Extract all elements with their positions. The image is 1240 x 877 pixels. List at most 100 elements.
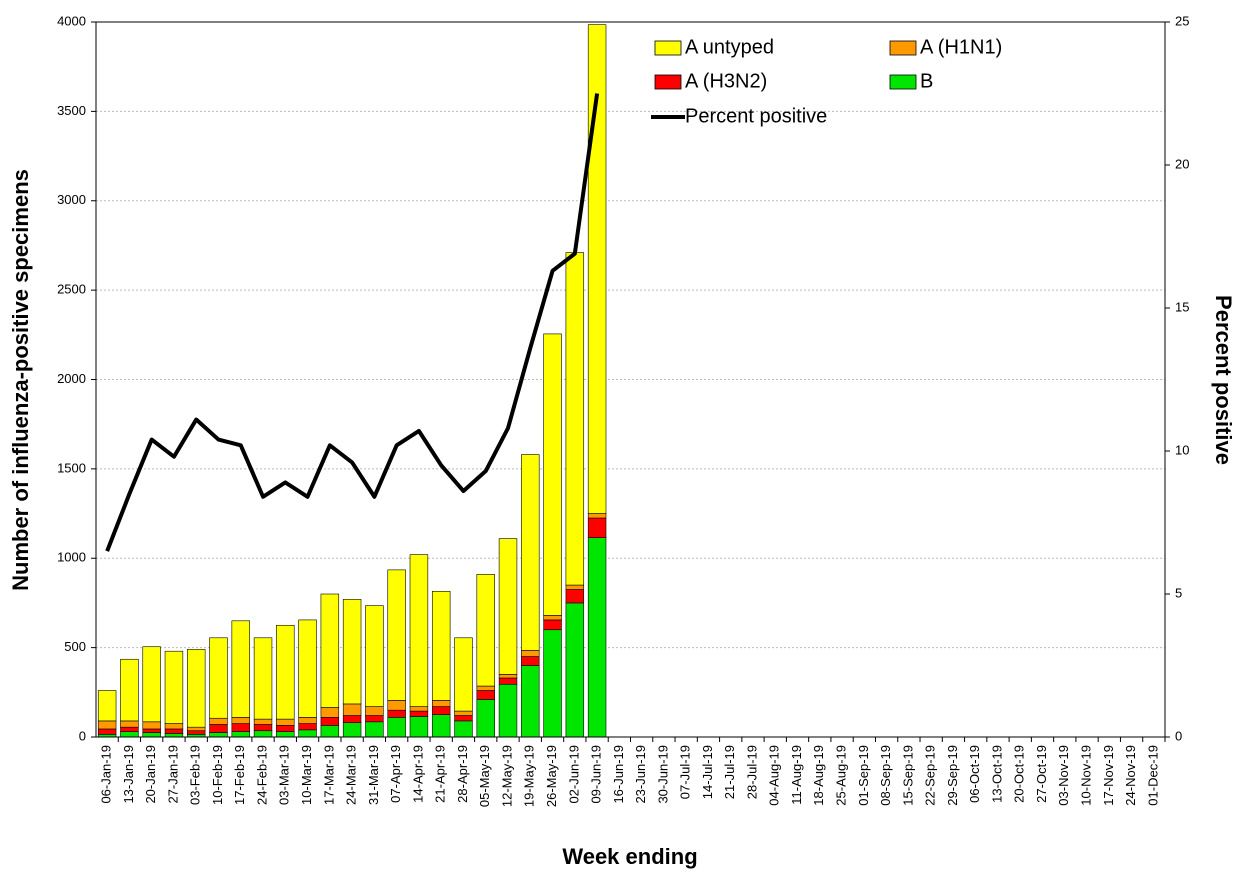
x-tick-label: 02-Jun-19 bbox=[566, 745, 581, 804]
x-tick-label: 25-Aug-19 bbox=[834, 745, 849, 806]
bar bbox=[498, 677, 518, 685]
bar bbox=[587, 517, 607, 538]
bar bbox=[409, 716, 429, 738]
x-tick-label: 14-Apr-19 bbox=[410, 745, 425, 803]
bar bbox=[320, 717, 340, 726]
bar bbox=[476, 685, 495, 691]
bar bbox=[565, 589, 585, 604]
bar bbox=[142, 732, 161, 738]
x-tick-label: 22-Sep-19 bbox=[923, 745, 938, 806]
x-tick-label: 24-Mar-19 bbox=[344, 745, 359, 805]
x-tick-label: 06-Jan-19 bbox=[99, 745, 114, 804]
bar bbox=[142, 721, 161, 730]
bar bbox=[409, 554, 429, 707]
bar bbox=[231, 717, 250, 724]
legend-label: Percent positive bbox=[685, 105, 827, 127]
bar bbox=[476, 690, 495, 700]
bar bbox=[409, 706, 429, 712]
x-tick-label: 27-Jan-19 bbox=[165, 745, 180, 804]
y2-tick-label: 20 bbox=[1175, 156, 1189, 171]
bar bbox=[231, 723, 250, 732]
y-tick-label: 500 bbox=[64, 639, 86, 654]
x-tick-label: 16-Jun-19 bbox=[611, 745, 626, 804]
bar bbox=[498, 683, 518, 738]
bar bbox=[187, 726, 206, 732]
bar bbox=[298, 619, 317, 718]
x-tick-label: 31-Mar-19 bbox=[366, 745, 381, 805]
x-tick-label: 03-Mar-19 bbox=[277, 745, 292, 805]
x-tick-label: 07-Jul-19 bbox=[678, 745, 693, 799]
bar bbox=[164, 723, 184, 730]
x-tick-label: 21-Jul-19 bbox=[722, 745, 737, 799]
bar bbox=[276, 624, 295, 720]
bar bbox=[498, 538, 518, 675]
plot-frame bbox=[95, 21, 1166, 738]
bar bbox=[276, 718, 295, 726]
bar bbox=[253, 718, 273, 725]
bar bbox=[142, 646, 161, 723]
x-tick-label: 19-May-19 bbox=[522, 745, 537, 807]
x-tick-label: 28-Jul-19 bbox=[744, 745, 759, 799]
bar bbox=[253, 730, 273, 738]
bar bbox=[543, 333, 562, 616]
bar bbox=[209, 732, 228, 738]
x-tick-label: 20-Oct-19 bbox=[1012, 745, 1027, 803]
y2-tick-label: 0 bbox=[1175, 728, 1182, 743]
bar bbox=[97, 728, 117, 735]
bar bbox=[120, 658, 139, 722]
legend-swatch bbox=[889, 74, 917, 90]
legend-swatch bbox=[654, 74, 682, 90]
x-tick-label: 14-Jul-19 bbox=[700, 745, 715, 799]
legend-label: B bbox=[920, 70, 933, 92]
bar bbox=[298, 723, 317, 731]
bar bbox=[142, 728, 161, 733]
bar bbox=[409, 710, 429, 717]
bar bbox=[276, 731, 295, 738]
bar bbox=[365, 706, 384, 716]
x-tick-label: 17-Nov-19 bbox=[1101, 745, 1116, 806]
bar bbox=[454, 710, 473, 716]
x-tick-label: 30-Jun-19 bbox=[655, 745, 670, 804]
x-tick-label: 21-Apr-19 bbox=[433, 745, 448, 803]
x-tick-label: 06-Oct-19 bbox=[967, 745, 982, 803]
x-tick-label: 24-Feb-19 bbox=[254, 745, 269, 805]
bar bbox=[543, 629, 562, 738]
bar bbox=[187, 730, 206, 735]
x-tick-label: 08-Sep-19 bbox=[878, 745, 893, 806]
bar bbox=[164, 733, 184, 738]
bar bbox=[342, 599, 362, 705]
y-axis-title: Number of influenza-positive specimens bbox=[8, 169, 33, 591]
y2-axis-title: Percent positive bbox=[1211, 295, 1236, 465]
x-tick-label: 18-Aug-19 bbox=[811, 745, 826, 806]
y-tick-label: 3000 bbox=[57, 192, 86, 207]
bar bbox=[387, 700, 406, 711]
x-tick-label: 01-Dec-19 bbox=[1145, 745, 1160, 806]
bar bbox=[431, 706, 451, 715]
bar bbox=[320, 725, 340, 738]
bar bbox=[342, 703, 362, 716]
legend-label: A (H3N2) bbox=[685, 70, 767, 92]
bar bbox=[543, 619, 562, 631]
bar bbox=[320, 593, 340, 708]
y-tick-label: 1000 bbox=[57, 550, 86, 565]
y-tick-label: 3500 bbox=[57, 103, 86, 118]
bar bbox=[543, 615, 562, 621]
y-tick-label: 1500 bbox=[57, 460, 86, 475]
bar bbox=[587, 537, 607, 738]
bar bbox=[365, 715, 384, 723]
bar bbox=[565, 584, 585, 590]
bar bbox=[431, 591, 451, 701]
x-tick-label: 26-May-19 bbox=[544, 745, 559, 807]
bar bbox=[587, 513, 607, 519]
x-tick-label: 12-May-19 bbox=[499, 745, 514, 807]
x-tick-label: 13-Jan-19 bbox=[121, 745, 136, 804]
x-tick-label: 17-Mar-19 bbox=[321, 745, 336, 805]
y-tick-label: 2500 bbox=[57, 282, 86, 297]
x-tick-label: 27-Oct-19 bbox=[1034, 745, 1049, 803]
y-tick-label: 2000 bbox=[57, 371, 86, 386]
bar bbox=[342, 722, 362, 738]
y2-tick-label: 10 bbox=[1175, 442, 1189, 457]
bar bbox=[365, 721, 384, 738]
x-tick-label: 10-Nov-19 bbox=[1078, 745, 1093, 806]
